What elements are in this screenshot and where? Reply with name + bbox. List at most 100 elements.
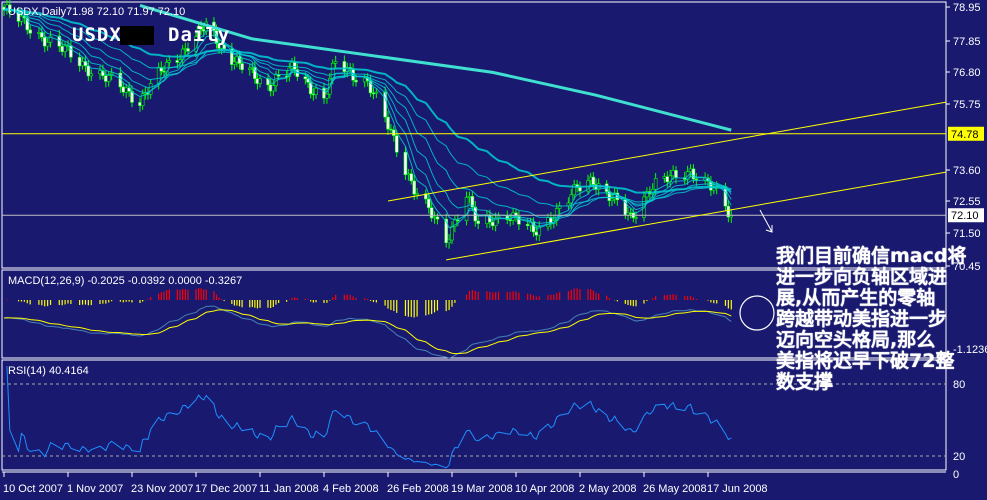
time-tick-label: 1 Nov 2007	[67, 483, 123, 495]
time-tick-label: 11 Jan 2008	[259, 483, 319, 495]
time-tick-label: 10 Oct 2007	[3, 483, 63, 495]
bear-candle	[591, 176, 596, 185]
bull-candle	[662, 176, 667, 179]
time-tick-label: 17 Dec 2007	[195, 483, 257, 495]
bull-candle	[671, 170, 675, 177]
bear-candle	[354, 79, 358, 83]
bear-candle	[534, 231, 539, 236]
bear-candle	[456, 219, 460, 222]
price-tick-label: 78.95	[953, 2, 981, 14]
bear-candle	[28, 29, 32, 34]
time-tick-label: 2 May 2008	[579, 483, 636, 495]
bear-candle	[199, 26, 203, 30]
long-moving-average-line	[139, 4, 732, 132]
bull-candle	[271, 85, 276, 92]
bear-candle	[230, 48, 234, 65]
ohlc-readout: 71.98 72.10 71.97 72.10	[66, 6, 185, 18]
bear-candle	[403, 151, 408, 176]
bear-candle	[392, 129, 396, 136]
macd-signal-line	[3, 309, 732, 355]
bear-candle	[694, 178, 699, 181]
bull-candle	[572, 184, 576, 196]
bull-candle	[333, 61, 338, 64]
bull-candle	[610, 198, 614, 201]
bear-candle	[444, 218, 448, 244]
bear-candle	[470, 195, 475, 208]
time-tick-label: 26 Feb 2008	[387, 483, 449, 495]
macd-label: MACD(12,26,9) -0.2025 -0.0392 0.0000 -0.…	[8, 275, 242, 287]
bear-candle	[371, 92, 376, 95]
bear-candle	[86, 65, 91, 77]
time-tick-label: 26 May 2008	[643, 483, 707, 495]
chart-title: USDX,Daily	[8, 6, 67, 18]
bear-candle	[276, 74, 281, 77]
redaction-block	[120, 26, 154, 45]
bear-candle	[121, 86, 126, 93]
bear-candle	[159, 67, 164, 72]
bear-candle	[394, 135, 399, 153]
bull-candle	[511, 212, 515, 221]
bull-candle	[450, 226, 454, 241]
time-tick-label: 23 Nov 2007	[131, 483, 193, 495]
bull-candle	[89, 73, 94, 77]
bull-candle	[432, 216, 437, 219]
price-tick-label: 72.55	[953, 196, 981, 208]
rsi-line	[6, 365, 732, 469]
bear-candle	[525, 223, 530, 226]
bull-candle	[453, 219, 457, 227]
bear-candle	[303, 76, 308, 80]
bull-candle	[653, 178, 658, 190]
bear-candle	[691, 168, 696, 180]
channel-trend-line	[387, 101, 947, 202]
bear-candle	[57, 35, 62, 47]
price-tick-label: 75.75	[953, 99, 981, 111]
bear-candle	[674, 170, 678, 178]
bear-candle	[186, 48, 190, 52]
bull-candle	[406, 173, 411, 176]
bull-candle	[314, 87, 318, 95]
bull-candle	[258, 78, 262, 84]
bear-candle	[578, 187, 582, 192]
bull-candle	[63, 45, 67, 52]
price-tick-label: 77.85	[953, 36, 981, 48]
bull-candle	[464, 197, 469, 222]
bear-candle	[386, 116, 390, 130]
bull-candle	[362, 77, 367, 83]
bear-candle	[409, 173, 414, 182]
bull-candle	[415, 193, 419, 195]
down-arrow-icon	[759, 209, 773, 233]
watermark-timeframe: Daily	[168, 24, 230, 46]
price-tick-label: 71.50	[953, 228, 981, 240]
time-tick-label: 4 Feb 2008	[323, 483, 379, 495]
bull-candle	[688, 168, 693, 172]
time-tick-label: 10 Apr 2008	[515, 483, 574, 495]
bear-candle	[342, 61, 347, 72]
bull-candle	[80, 61, 85, 67]
bull-candle	[537, 226, 542, 236]
bear-candle	[60, 45, 64, 52]
price-tick-label: 76.80	[953, 67, 981, 79]
bear-candle	[42, 37, 47, 47]
rsi-tick-80: 80	[953, 379, 965, 391]
bull-candle	[167, 60, 172, 63]
macd-panel	[1, 269, 947, 359]
bull-candle	[106, 75, 111, 82]
bull-candle	[325, 93, 329, 99]
bear-candle	[726, 205, 731, 218]
price-level-badge	[948, 208, 984, 223]
bull-candle	[124, 87, 128, 93]
bear-candle	[240, 63, 244, 71]
price-level-badge	[948, 126, 984, 141]
time-tick-label: 17 Jun 2008	[707, 483, 768, 495]
macd-axis-tick: -1.1236	[953, 344, 987, 356]
rsi-label: RSI(14) 40.4164	[8, 365, 89, 377]
bull-candle	[98, 70, 102, 75]
bear-candle	[490, 221, 495, 227]
bear-candle	[517, 215, 521, 225]
rsi-tick-0: 0	[953, 469, 959, 481]
time-tick-label: 19 Mar 2008	[451, 483, 513, 495]
bear-candle	[476, 220, 480, 224]
bear-candle	[435, 216, 440, 220]
bull-candle	[19, 15, 24, 22]
bear-candle	[40, 32, 44, 38]
